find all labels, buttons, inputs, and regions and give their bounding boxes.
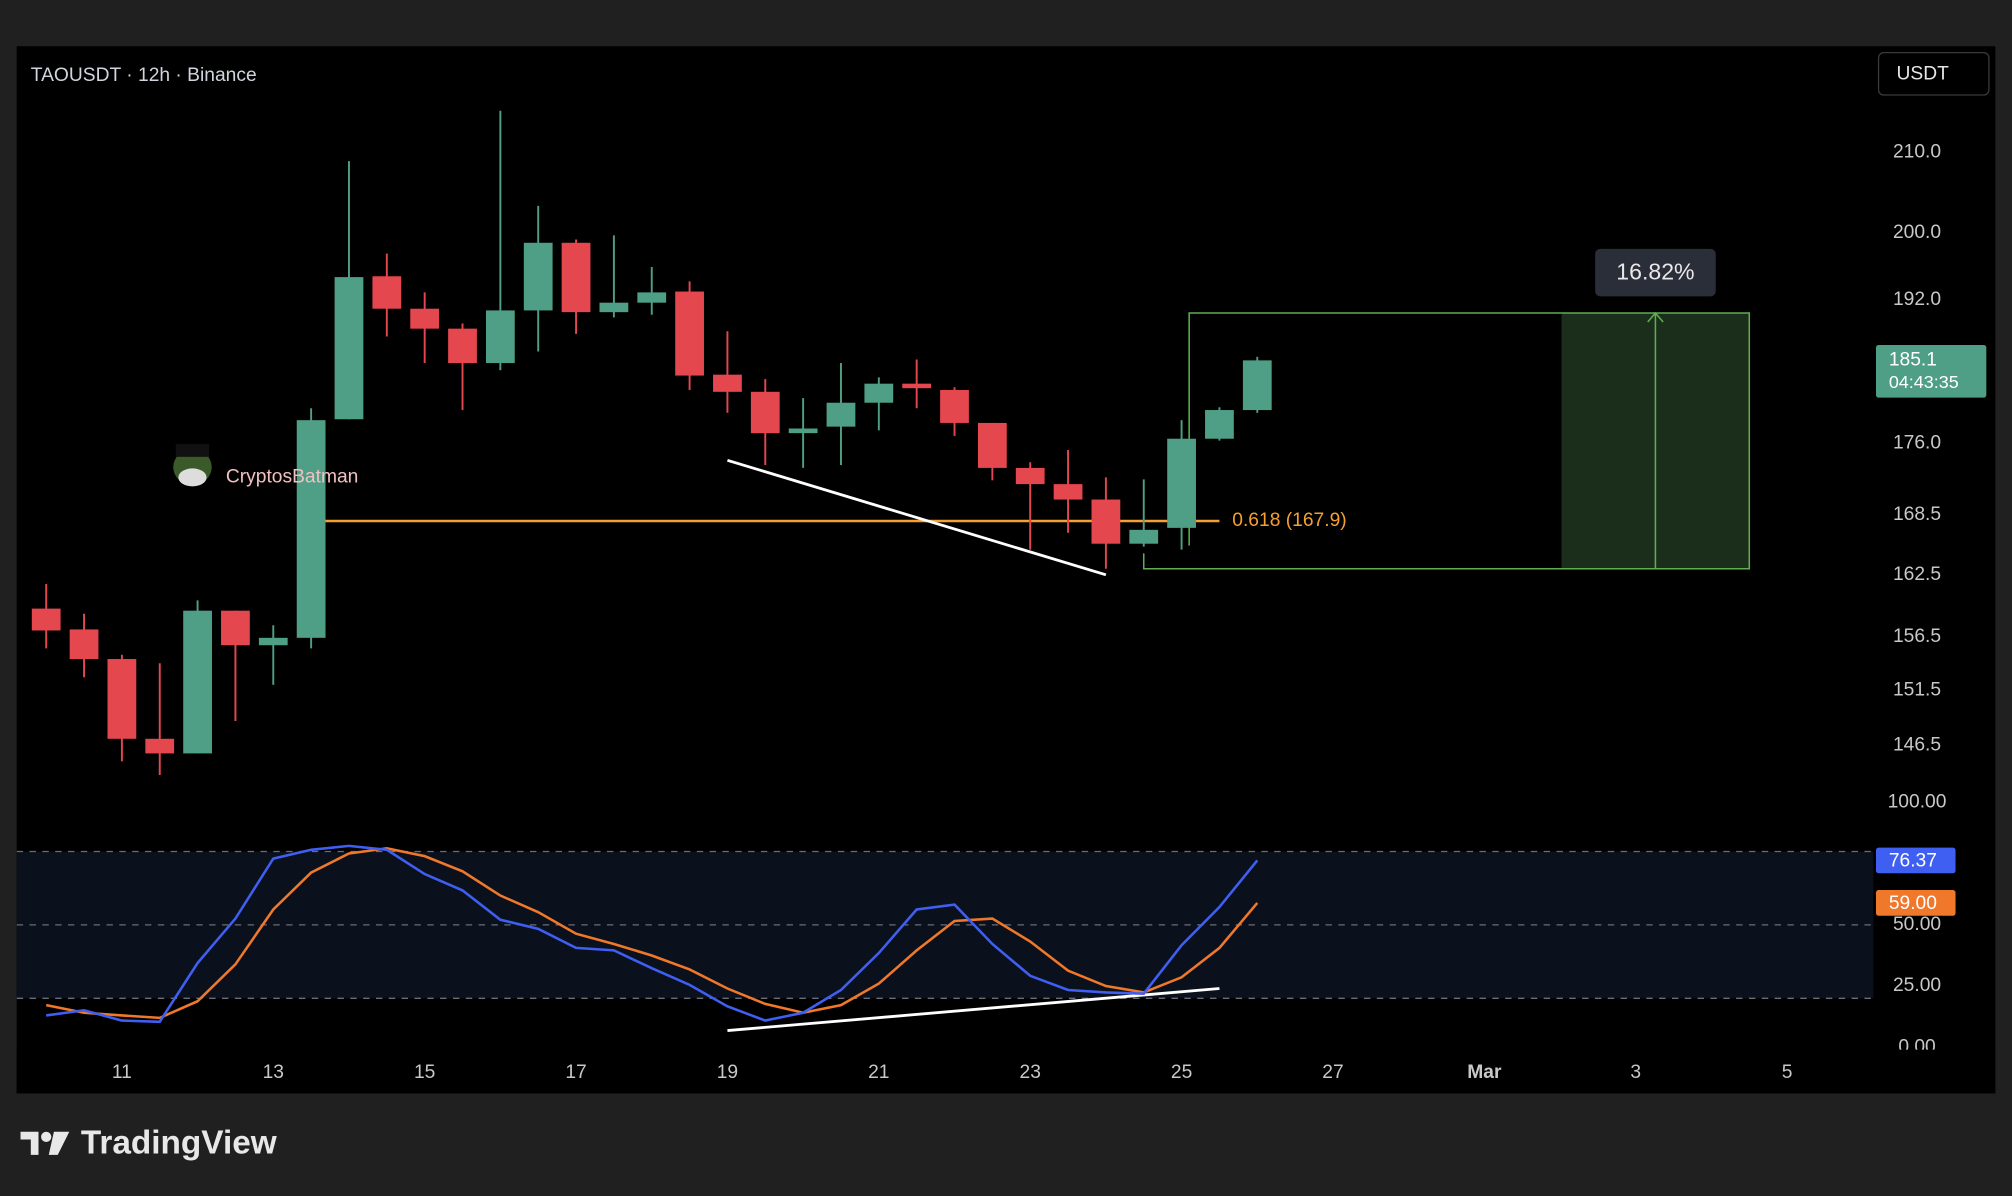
candle-body bbox=[145, 738, 175, 754]
candle-body bbox=[713, 374, 742, 392]
y-tick-label: 210.0 bbox=[1893, 142, 1941, 163]
candle-body bbox=[485, 310, 515, 364]
y-tick-label: 100.00 bbox=[1888, 792, 1947, 813]
x-tick-label: 5 bbox=[1782, 1062, 1793, 1083]
watermark: CryptosBatman bbox=[226, 466, 359, 487]
last-value-badge bbox=[1875, 847, 1956, 874]
time-axis bbox=[16, 1049, 1996, 1094]
x-tick-label: 13 bbox=[263, 1062, 284, 1083]
x-tick-label: 15 bbox=[414, 1062, 435, 1083]
y-tick-label: 200.0 bbox=[1893, 222, 1941, 243]
indicator-pane bbox=[16, 844, 1874, 1032]
y-tick-label: 168.5 bbox=[1893, 504, 1941, 525]
watermark-icon bbox=[173, 444, 212, 487]
candle-body bbox=[523, 242, 553, 311]
range-label-box bbox=[1595, 248, 1716, 297]
range-box bbox=[1142, 312, 1751, 570]
y-tick-label: 156.5 bbox=[1893, 626, 1941, 647]
candle-body bbox=[1129, 529, 1159, 544]
candle-body bbox=[448, 328, 477, 364]
x-tick-label: Mar bbox=[1467, 1062, 1502, 1083]
candle-body bbox=[258, 637, 288, 646]
candle-body bbox=[1205, 410, 1234, 439]
trendline bbox=[727, 458, 1107, 577]
candle-body bbox=[902, 383, 932, 389]
candle-body bbox=[977, 422, 1007, 468]
y-tick-label: 176.0 bbox=[1893, 432, 1941, 453]
y-tick-label: 162.5 bbox=[1893, 564, 1941, 585]
x-tick-label: 21 bbox=[868, 1062, 889, 1083]
x-tick-label: 25 bbox=[1171, 1062, 1192, 1083]
brand-logo bbox=[20, 1131, 70, 1155]
indicator-line bbox=[45, 847, 1259, 1020]
fib-label: 0.618 (167.9) bbox=[1232, 510, 1346, 531]
symbol-line: TAOUSDT · 12h · Binance bbox=[31, 65, 257, 86]
candle-body bbox=[1015, 467, 1045, 485]
candle-body bbox=[599, 302, 629, 313]
y-tick-label: 50.00 bbox=[1893, 914, 1941, 935]
range-label: 16.82% bbox=[1616, 258, 1694, 284]
candle-body bbox=[788, 428, 818, 434]
currency-button[interactable] bbox=[1877, 52, 1990, 96]
y-tick-label: 151.5 bbox=[1893, 679, 1941, 700]
last-price-badge bbox=[1875, 344, 1987, 398]
candle-body bbox=[561, 242, 591, 313]
y-tick-label: 25.00 bbox=[1893, 975, 1941, 996]
candle-body bbox=[1053, 484, 1083, 500]
trendline bbox=[727, 987, 1220, 1032]
candle-body bbox=[296, 420, 326, 638]
candle-body bbox=[31, 608, 61, 631]
candle-body bbox=[1242, 360, 1272, 411]
candle-body bbox=[1091, 499, 1121, 544]
candle-body bbox=[826, 402, 856, 427]
candle-body bbox=[675, 291, 704, 376]
brand: TradingView bbox=[81, 1124, 278, 1161]
x-tick-label: 11 bbox=[112, 1062, 132, 1083]
last-value-badge bbox=[1875, 890, 1956, 916]
candle-body bbox=[334, 277, 364, 420]
x-tick-label: 3 bbox=[1630, 1062, 1641, 1083]
y-tick-label: 192.0 bbox=[1893, 289, 1941, 310]
x-tick-label: 19 bbox=[717, 1062, 738, 1083]
countdown: 04:43:35 bbox=[1889, 372, 1959, 392]
candle-body bbox=[183, 610, 212, 754]
candle-body bbox=[750, 391, 780, 434]
candle-body bbox=[69, 629, 99, 660]
currency-button-label[interactable]: USDT bbox=[1897, 64, 1950, 85]
x-tick-label: 17 bbox=[565, 1062, 586, 1083]
axis-layer: 210.0 200.0 192.0 176.0 168.5 162.5 156.5 151.5… bbox=[16, 142, 1996, 1094]
indicator-line bbox=[46, 844, 1259, 1024]
candle-body bbox=[940, 389, 969, 423]
last-price: 185.1 bbox=[1889, 349, 1937, 370]
candle-body bbox=[107, 659, 137, 739]
last-value: 59.00 bbox=[1889, 893, 1937, 914]
candle-body bbox=[1167, 438, 1196, 528]
y-tick-label: 146.5 bbox=[1893, 735, 1941, 756]
last-value: 76.37 bbox=[1889, 851, 1937, 872]
x-tick-label: 23 bbox=[1020, 1062, 1041, 1083]
price-pane: 0.618 (167.9) bbox=[31, 110, 1751, 776]
candle-body bbox=[864, 383, 894, 403]
range-arrow bbox=[1647, 311, 1664, 569]
candle-body bbox=[410, 308, 440, 329]
x-tick-label: 27 bbox=[1322, 1062, 1343, 1083]
candle-body bbox=[372, 276, 402, 309]
candle-body bbox=[637, 292, 667, 303]
candle-body bbox=[221, 610, 250, 646]
